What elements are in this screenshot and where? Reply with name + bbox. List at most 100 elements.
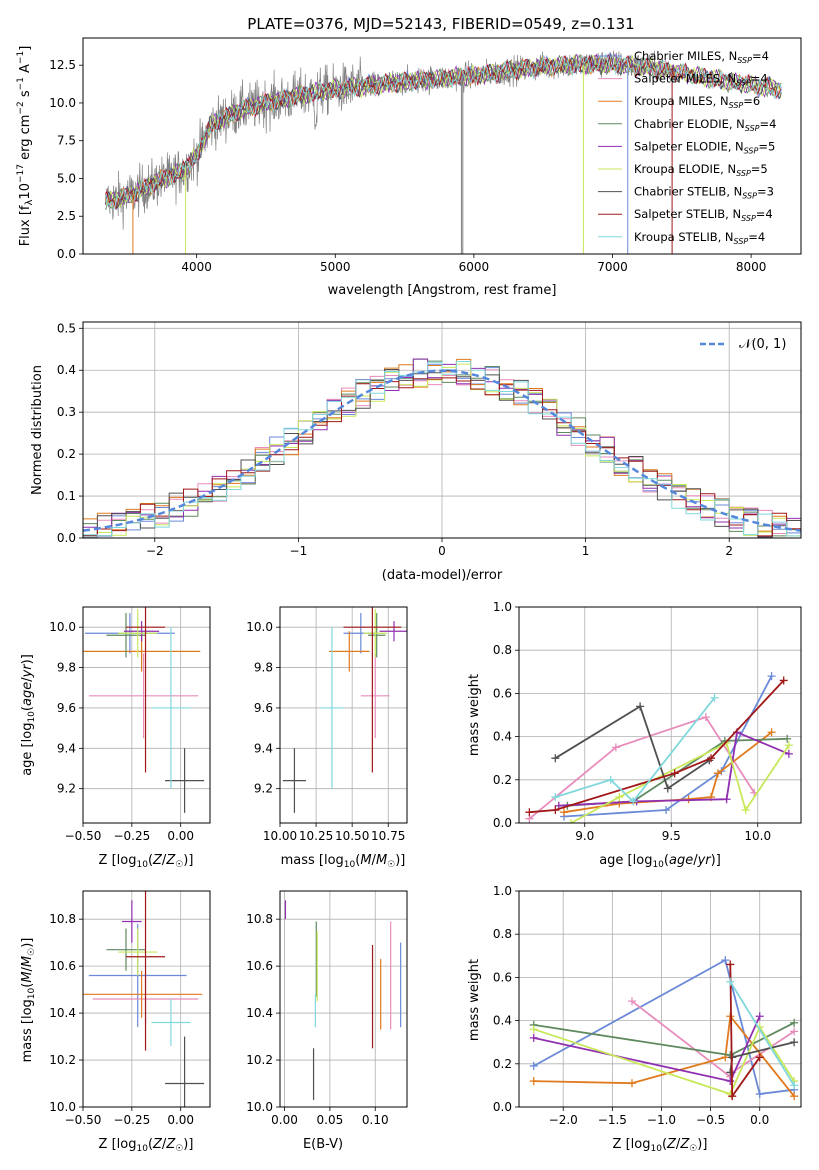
- histogram-ytick-label: 0.2: [57, 447, 76, 461]
- massz-xtick-label: 0.00: [167, 1113, 194, 1127]
- histogram-kroupa-stelib: [83, 361, 801, 537]
- mwage-marker-kroupa-stelib: [710, 693, 719, 702]
- mwz-marker-kroupa-miles: [529, 1077, 538, 1086]
- mwz-marker-chabrier-miles: [755, 1090, 764, 1099]
- mwage-marker-salpeter-stelib: [551, 806, 560, 815]
- mwage-marker-kroupa-elodie: [741, 806, 750, 815]
- mwz-xtick-label: −1.5: [598, 1113, 627, 1127]
- mwage-marker-chabrier-stelib: [551, 754, 560, 763]
- legend-label-kroupa-stelib: Kroupa STELIB, NSSP=4: [634, 230, 765, 246]
- mwage-ytick-label: 0.8: [493, 643, 512, 657]
- massz-ytick-label: 10.4: [49, 1006, 76, 1020]
- legend-label-salpeter-elodie: Salpeter ELODIE, NSSP=5: [634, 139, 775, 155]
- spectrum-ylabel: Flux [fλ10−17 erg cm−2 s−1 A−1]: [16, 46, 35, 247]
- agemass-ytick-label: 10.0: [246, 620, 273, 634]
- massz-ytick-label: 10.2: [49, 1053, 76, 1067]
- mwage-marker-chabrier-elodie: [783, 734, 792, 743]
- mwage-line-chabrier-miles: [563, 675, 773, 818]
- mwz-line-chabrier-miles: [533, 958, 795, 1095]
- spectrum-frame: [82, 37, 802, 255]
- mwz-marker-chabrier-stelib: [726, 1068, 735, 1077]
- massz-frame: [82, 890, 211, 1108]
- massz-ytick-label: 10.8: [49, 912, 76, 926]
- mwage-xtick-label: 10.0: [744, 829, 771, 843]
- agez-ytick-label: 10.0: [49, 620, 76, 634]
- spectrum-xtick-label: 8000: [736, 260, 767, 274]
- mwz-ytick-label: 0.4: [493, 1014, 512, 1028]
- mwz-marker-kroupa-stelib: [726, 977, 735, 986]
- mwage-marker-kroupa-elodie: [784, 741, 793, 750]
- spectrum-xtick-label: 6000: [459, 260, 490, 274]
- massz-xlabel: Z [log10(Z/Z☉)]: [99, 1137, 194, 1154]
- agez-ytick-label: 9.4: [57, 741, 76, 755]
- agez-frame: [82, 606, 211, 824]
- legend-label-kroupa-elodie: Kroupa ELODIE, NSSP=5: [634, 162, 768, 178]
- mwz-xtick-label: −2.0: [549, 1113, 578, 1127]
- agez-xtick-label: −0.25: [113, 829, 150, 843]
- mwz-marker-salpeter-miles: [627, 997, 636, 1006]
- histogram-xtick-label: 0: [438, 544, 446, 558]
- ebv-ytick-label: 10.2: [246, 1053, 273, 1067]
- mwage-marker-kroupa-stelib: [551, 793, 560, 802]
- spectrum-ytick-label: 2.5: [57, 209, 76, 223]
- mwage-marker-salpeter-miles: [701, 713, 710, 722]
- mass-vs-Z-panel: −0.50 −0.25 0.00 10.0 10.2 10.4 10.6 10.8: [49, 890, 211, 1127]
- agez-ytick-label: 9.2: [57, 782, 76, 796]
- mwage-marker-salpeter-elodie: [722, 795, 731, 804]
- mwage-line-chabrier-stelib: [554, 705, 710, 790]
- mwage-ytick-label: 1.0: [493, 600, 512, 614]
- spectrum-xtick-label: 5000: [320, 260, 351, 274]
- mwage-marker-kroupa-stelib: [629, 797, 638, 806]
- mwage-xtick-label: 9.5: [662, 829, 681, 843]
- histogram-frame: [82, 321, 802, 539]
- mwz-marker-salpeter-stelib: [726, 960, 735, 969]
- mwz-marker-salpeter-stelib: [728, 1092, 737, 1101]
- mwz-marker-kroupa-miles: [790, 1092, 799, 1101]
- mwz-frame: [518, 890, 802, 1108]
- histogram-xtick-label: −2: [146, 544, 164, 558]
- massz-xtick-label: −0.25: [113, 1113, 150, 1127]
- massweight-vs-age-panel: 9.0 9.5 10.0 0.0 0.2 0.4 0.6 0.8 1.0: [493, 600, 802, 843]
- mwage-ylabel: mass weight: [467, 674, 482, 756]
- mwz-ytick-label: 0.0: [493, 1100, 512, 1114]
- legend-label-salpeter-stelib: Salpeter STELIB, NSSP=4: [634, 207, 773, 223]
- mwz-line-kroupa-elodie: [533, 1025, 795, 1096]
- mwz-marker-salpeter-stelib: [755, 1053, 764, 1062]
- mwage-marker-kroupa-stelib: [606, 775, 615, 784]
- histogram-xtick-label: 2: [725, 544, 733, 558]
- mwz-ylabel: mass weight: [467, 959, 482, 1041]
- mwage-marker-salpeter-elodie: [784, 749, 793, 758]
- mwz-marker-chabrier-elodie: [790, 1018, 799, 1027]
- spectrum-panel: PLATE=0376, MJD=52143, FIBERID=0549, z=0…: [16, 15, 802, 298]
- agemass-ytick-label: 9.8: [254, 661, 273, 675]
- spectrum-model-chabrier-stelib: [104, 52, 782, 209]
- mwage-ytick-label: 0.4: [493, 730, 512, 744]
- histogram-ytick-label: 0.3: [57, 405, 76, 419]
- ebv-xtick-label: 0.10: [362, 1113, 389, 1127]
- figure-title: PLATE=0376, MJD=52143, FIBERID=0549, z=0…: [247, 15, 634, 33]
- gauss-curve: [83, 369, 801, 532]
- mwz-marker-kroupa-miles: [627, 1079, 636, 1088]
- mwz-line-kroupa-stelib: [729, 981, 795, 1086]
- histogram-ytick-label: 0.1: [57, 489, 76, 503]
- agez-ytick-label: 9.6: [57, 701, 76, 715]
- mwage-xtick-label: 9.0: [575, 829, 594, 843]
- mass-vs-ebv-panel: 0.00 0.05 0.10 10.0 10.2 10.4 10.6 10.8: [246, 890, 408, 1127]
- spectrum-legend: Chabrier MILES, NSSP=4 Salpeter MILES, NS…: [598, 49, 776, 246]
- histogram-xlabel: (data-model)/error: [382, 568, 503, 583]
- mwz-marker-kroupa-elodie: [529, 1025, 538, 1034]
- spectrum-model-salpeter-stelib: [104, 54, 782, 211]
- agemass-xtick-label: 10.00: [263, 829, 297, 843]
- residual-histogram-panel: −2 −1 0 1 2 0.0 0.1 0.2 0.3 0.4 0.5 (data-model)/e…: [30, 321, 802, 583]
- massz-xtick-label: −0.50: [65, 1113, 102, 1127]
- mwz-marker-salpeter-elodie: [529, 1033, 538, 1042]
- agez-xtick-label: 0.00: [167, 829, 194, 843]
- legend-label-chabrier-elodie: Chabrier ELODIE, NSSP=4: [634, 117, 776, 133]
- mwz-marker-chabrier-miles: [529, 1061, 538, 1070]
- mwage-marker-chabrier-miles: [767, 672, 776, 681]
- gauss-legend-label: 𝒩(0, 1): [739, 337, 786, 352]
- ebv-ytick-label: 10.0: [246, 1100, 273, 1114]
- spectrum-ytick-label: 5.0: [57, 171, 76, 185]
- mwz-xtick-label: −1.0: [647, 1113, 676, 1127]
- mwz-ytick-label: 1.0: [493, 884, 512, 898]
